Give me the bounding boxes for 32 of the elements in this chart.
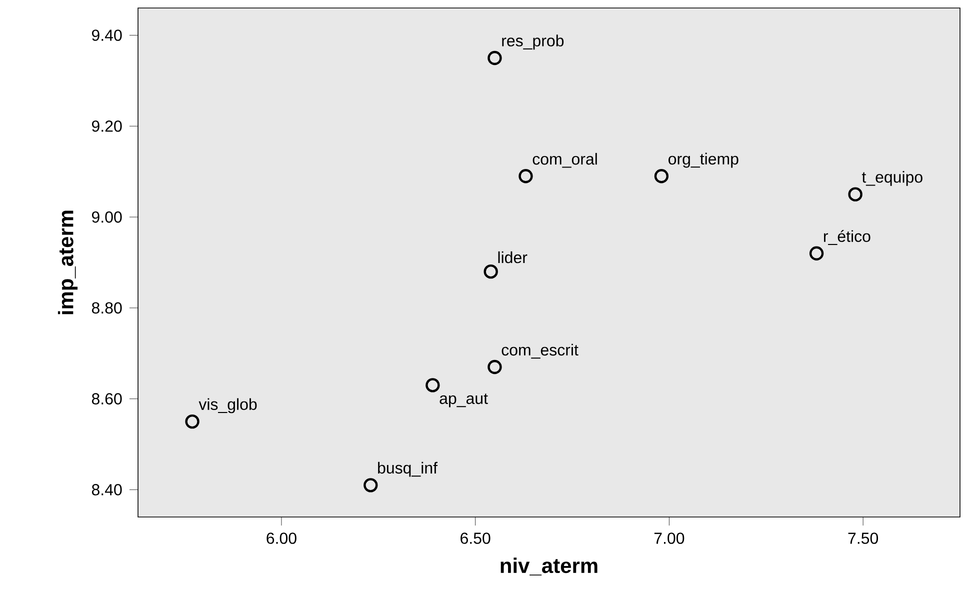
y-tick-label: 8.40: [92, 484, 122, 496]
point: [484, 264, 498, 279]
point: [654, 169, 669, 184]
annotation: lider: [498, 251, 528, 264]
y-axis-title: imp_aterm: [58, 210, 78, 314]
annotation: t_equipo: [862, 170, 922, 186]
y-tick-label: 9.20: [92, 120, 122, 132]
annotation: org_tiemp: [668, 152, 738, 168]
y-tick-label: 9.40: [92, 30, 122, 41]
annotation: com_oral: [532, 152, 597, 168]
annotation: ap_aut: [440, 394, 488, 408]
annotation: r_ético: [824, 230, 870, 245]
point: [488, 360, 502, 374]
x-tick-label: 7.50: [848, 532, 878, 544]
y-tick-label: 8.60: [92, 393, 122, 404]
point: [488, 50, 502, 66]
point: [364, 478, 378, 492]
annotation: res_prob: [502, 34, 564, 50]
point: [809, 246, 824, 260]
y-tick-label: 8.80: [92, 302, 122, 314]
point: [848, 187, 862, 202]
x-axis-title: niv_aterm: [500, 558, 598, 576]
annotation: vis_glob: [198, 398, 257, 414]
y-tick-label: 9.00: [92, 211, 122, 223]
point: [426, 378, 440, 392]
x-tick-label: 6.50: [460, 532, 490, 544]
annotation: com_escrit: [502, 344, 578, 359]
point: [518, 169, 533, 184]
x-tick-label: 6.00: [266, 532, 296, 544]
annotation: busq_inf: [378, 462, 438, 477]
point: [185, 414, 200, 429]
x-tick-label: 7.00: [654, 532, 684, 544]
